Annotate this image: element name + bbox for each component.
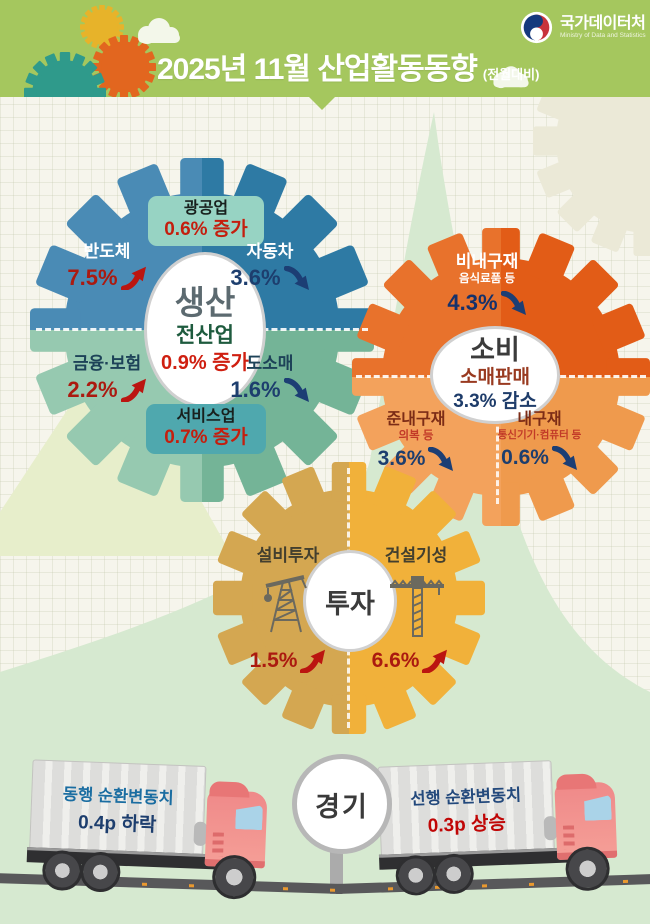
page-title: 2025년 11월 산업활동동향 (전월대비)	[157, 44, 539, 88]
truck-window	[235, 804, 263, 830]
sector-label: 광공업	[183, 200, 229, 217]
down-arrow-icon	[501, 291, 527, 315]
up-arrow-icon	[121, 266, 147, 290]
truck-window	[584, 795, 612, 821]
index-value: 0.4p 하락	[77, 811, 157, 836]
cloud-icon	[138, 18, 180, 44]
header-pointer-triangle	[309, 97, 335, 110]
government-emblem-icon	[520, 11, 553, 44]
construction-value: 6.6%	[360, 646, 460, 673]
nondurables-stat: 비내구재 음식료품 등 4.3%	[432, 252, 542, 316]
business-cycle-sign: 경기	[292, 754, 392, 854]
coincident-index-truck: 동행 순환변동치 0.4p 하락	[25, 755, 280, 904]
hub-label: 소매판매	[460, 367, 530, 389]
finance-insurance-stat: 금융·보험 2.2%	[52, 354, 162, 403]
leading-index-truck: 선행 순환변동치 0.3p 상승	[375, 753, 630, 902]
consumption-hub: 소비 소매판매 3.3% 감소	[430, 326, 560, 424]
durables-stat: 내구재 통신기기·컴퓨터 등 0.6%	[497, 411, 582, 470]
semiconductor-stat: 반도체 7.5%	[52, 242, 162, 291]
report-title: 2025년 11월 산업활동동향	[157, 53, 478, 86]
down-arrow-icon	[284, 266, 310, 290]
tower-crane-icon	[388, 574, 446, 638]
down-arrow-icon	[428, 447, 454, 471]
truck-wheel	[432, 853, 475, 895]
truck-grill	[562, 825, 575, 850]
index-label: 선행 순환변동치	[410, 785, 522, 809]
sector-label: 서비스업	[176, 408, 236, 425]
hub-title: 소비	[470, 335, 520, 366]
semidurables-stat: 준내구재 의복 등 3.6%	[366, 410, 466, 471]
index-label: 동행 순환변동치	[62, 785, 175, 808]
truck-wheel	[395, 854, 437, 897]
truck-grill	[212, 832, 224, 857]
consumption-vertical-divider	[496, 382, 499, 504]
down-arrow-icon	[284, 378, 310, 402]
up-arrow-icon	[300, 649, 326, 673]
truck-wheel	[564, 845, 611, 892]
down-arrow-icon	[552, 446, 578, 470]
wholesale-retail-stat: 도소매 1.6%	[215, 354, 325, 403]
facility-investment-stat: 설비투자	[256, 546, 320, 565]
sector-value: 0.7% 증가	[164, 427, 248, 448]
hub-label: 전산업	[176, 324, 234, 348]
agency-logo: 국가데이터처 Ministry of Data and Statistics	[520, 11, 646, 44]
facility-investment-value: 1.5%	[238, 646, 338, 673]
automobile-stat: 자동차 3.6%	[215, 242, 325, 291]
truck-wheel	[41, 849, 84, 892]
up-arrow-icon	[121, 378, 147, 402]
decorative-gear-icon	[24, 52, 106, 97]
index-value: 0.3p 상승	[427, 812, 507, 837]
hub-title: 투자	[325, 588, 375, 619]
truck-wheel	[211, 854, 258, 900]
up-arrow-icon	[422, 649, 448, 673]
header-banner: 2025년 11월 산업활동동향 (전월대비) 국가데이터처 Ministry …	[0, 0, 650, 97]
sign-post	[330, 842, 343, 894]
sign-label: 경기	[315, 791, 369, 822]
investment-hub: 투자	[303, 550, 397, 652]
agency-name: 국가데이터처	[560, 14, 646, 32]
hub-value: 3.3% 감소	[453, 390, 537, 412]
mining-manufacturing-badge: 광공업 0.6% 증가	[148, 196, 264, 246]
derrick-icon	[262, 575, 308, 634]
sector-value: 0.6% 증가	[164, 219, 248, 240]
agency-subtitle: Ministry of Data and Statistics	[560, 32, 646, 40]
hub-value: 0.9% 증가	[161, 351, 249, 374]
production-hub: 생산 전산업 0.9% 증가	[144, 252, 266, 408]
truck-wheel	[79, 851, 122, 893]
truck-container: 선행 순환변동치 0.3p 상승	[377, 760, 555, 859]
services-badge: 서비스업 0.7% 증가	[146, 404, 266, 454]
construction-stat: 건설기성	[384, 546, 448, 565]
truck-container: 동행 순환변동치 0.4p 하락	[29, 759, 207, 858]
hub-title: 생산	[174, 284, 236, 322]
report-title-suffix: (전월대비)	[482, 67, 540, 82]
